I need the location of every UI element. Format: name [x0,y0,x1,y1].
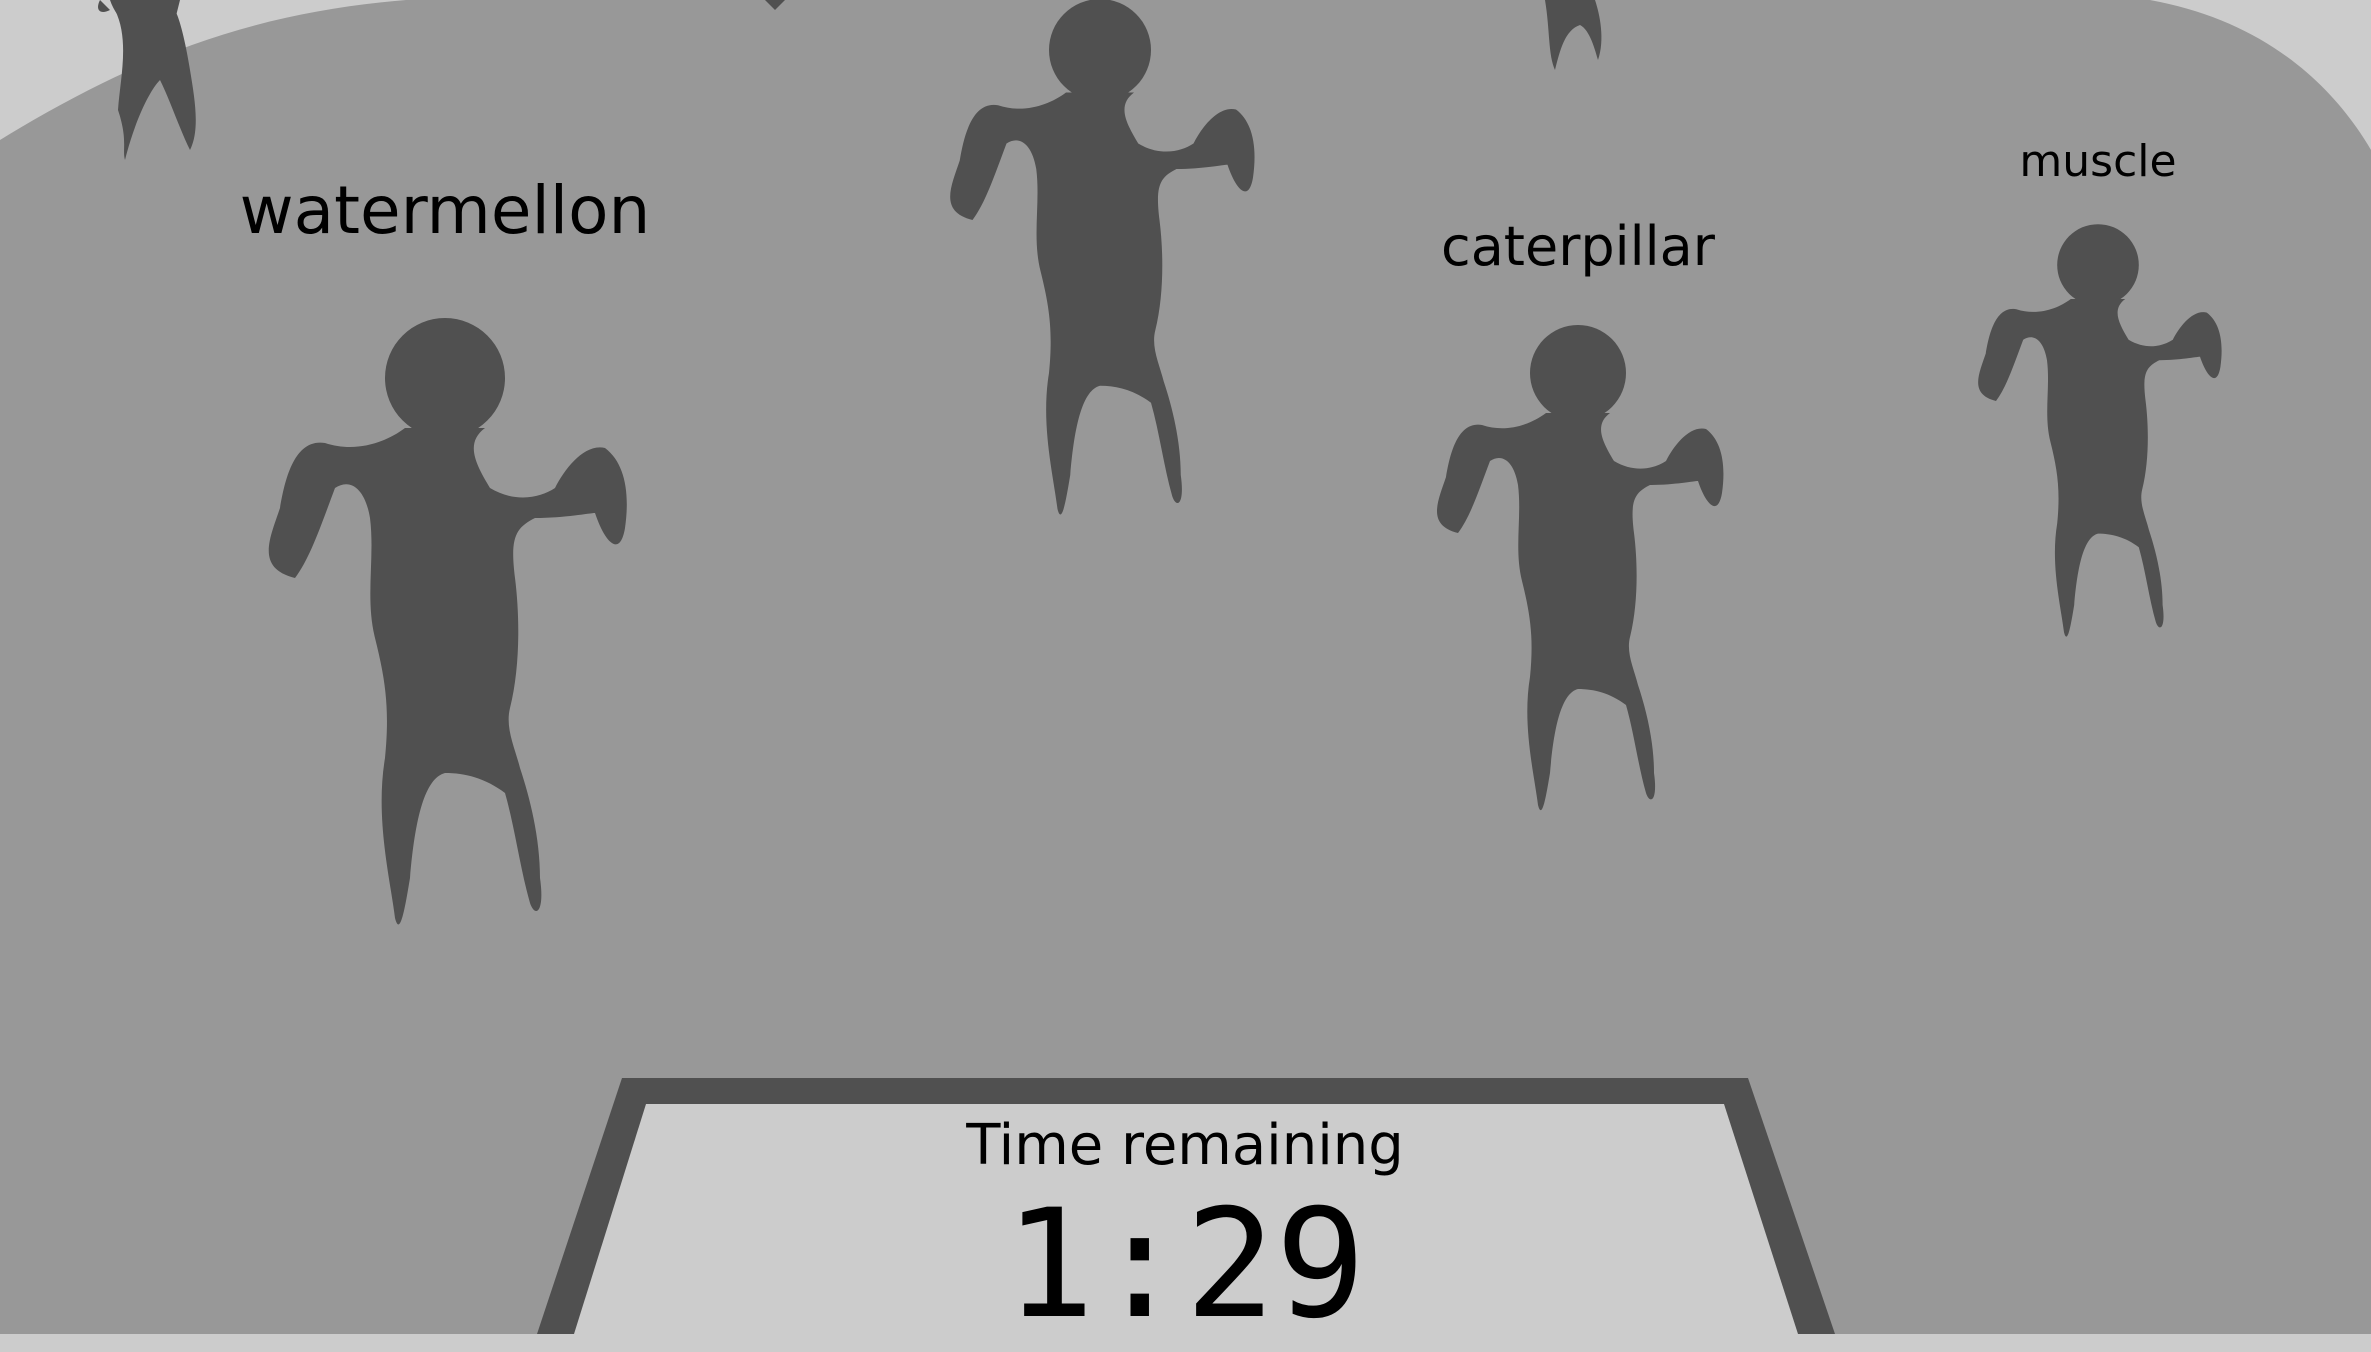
zombie-top-right[interactable] [1545,0,1602,70]
zombie-word-caterpillar: caterpillar [1441,215,1715,278]
zombie-top-left[interactable] [98,0,196,160]
timer-panel-inner [574,1104,1798,1334]
zombie-word-muscle: muscle [2019,136,2177,187]
timer-title: Time remaining [966,1113,1404,1178]
timer-value: 1:29 [1004,1178,1366,1352]
zombie-word-watermellon: watermellon [239,172,651,249]
zombie-top-mid[interactable] [765,0,785,10]
